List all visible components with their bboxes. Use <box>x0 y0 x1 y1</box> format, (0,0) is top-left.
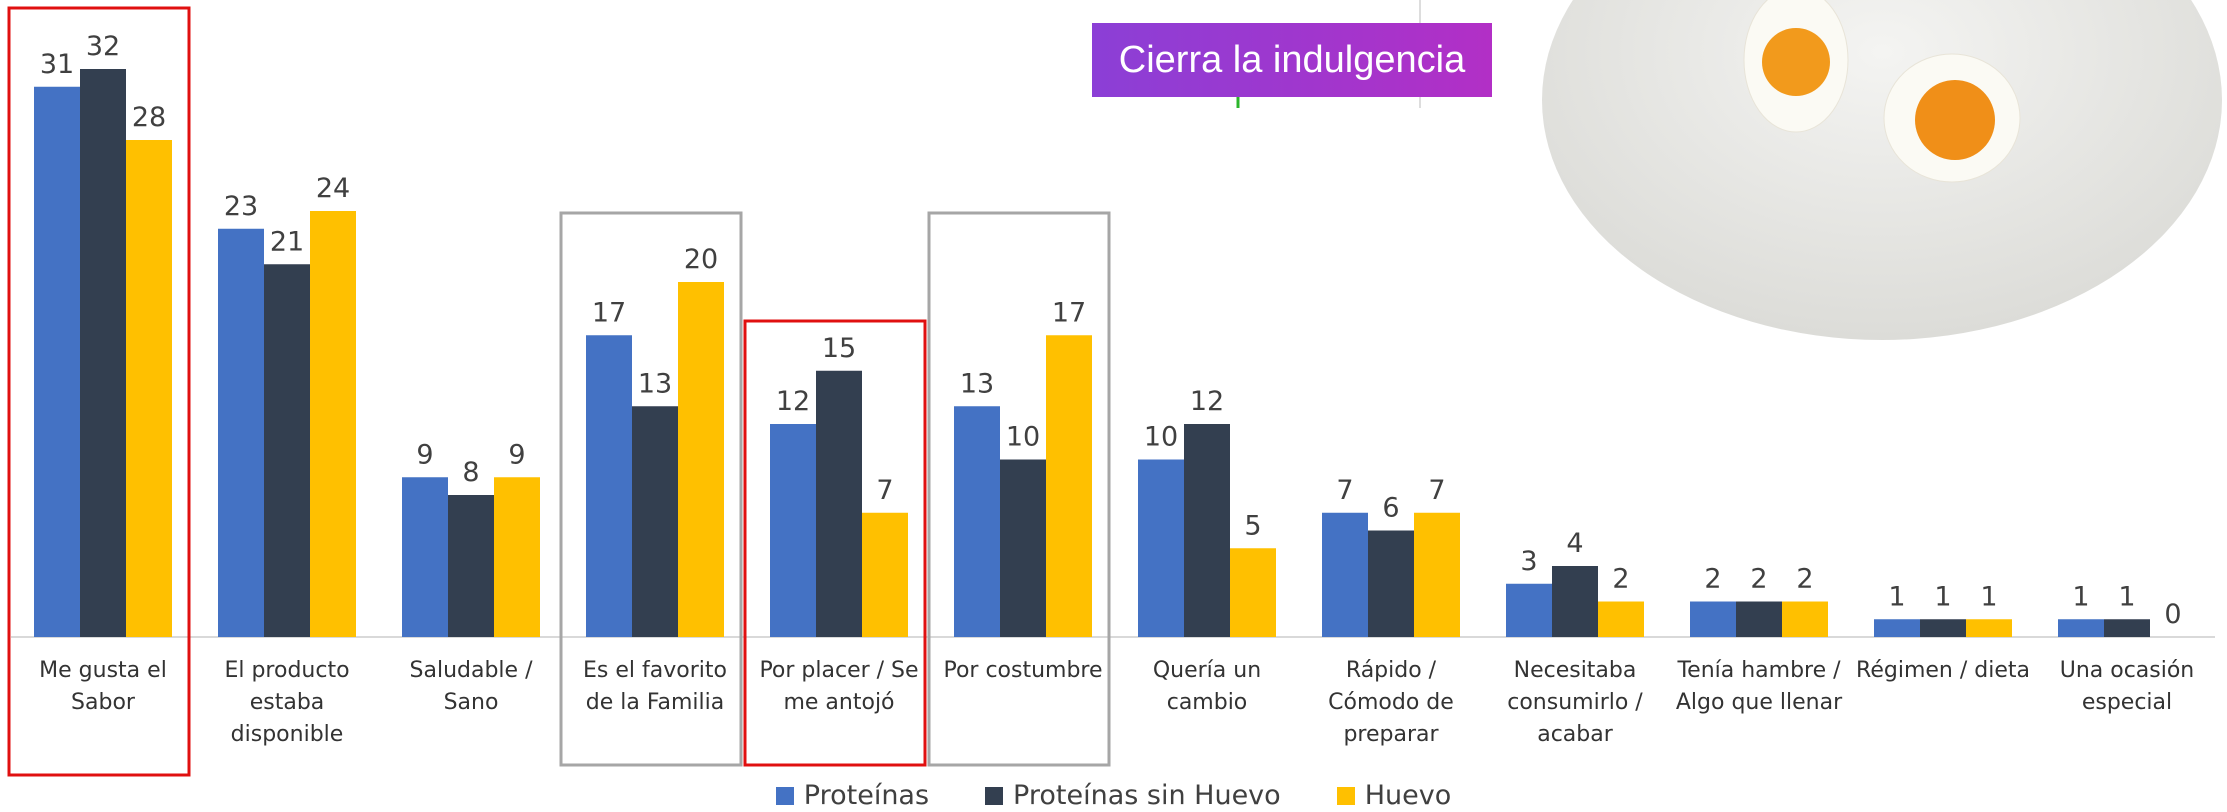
bar <box>126 140 172 637</box>
data-label: 31 <box>40 49 74 80</box>
data-label: 4 <box>1566 528 1583 559</box>
data-label: 5 <box>1244 510 1261 541</box>
data-label: 1 <box>2118 581 2135 612</box>
data-label: 1 <box>1934 581 1951 612</box>
data-label: 32 <box>86 31 120 62</box>
data-label: 7 <box>1336 475 1353 506</box>
bar <box>2058 619 2104 637</box>
bar <box>586 335 632 637</box>
bar <box>1920 619 1966 637</box>
data-label: 15 <box>822 333 856 364</box>
x-tick-label: Por costumbre <box>935 655 1111 687</box>
bar <box>1322 513 1368 637</box>
data-label: 13 <box>960 368 994 399</box>
legend-swatch <box>1337 787 1355 805</box>
bar <box>678 282 724 637</box>
legend-swatch <box>776 787 794 805</box>
bar <box>310 211 356 637</box>
data-label: 17 <box>592 297 626 328</box>
data-label: 1 <box>1888 581 1905 612</box>
bar <box>1736 602 1782 638</box>
legend-item: Proteínas <box>776 780 929 811</box>
bar <box>402 477 448 637</box>
data-label: 1 <box>1980 581 1997 612</box>
data-label: 23 <box>224 191 258 222</box>
x-tick-label: Necesitaba consumirlo / acabar <box>1487 655 1663 751</box>
data-label: 24 <box>316 173 350 204</box>
legend-label: Proteínas <box>804 780 929 811</box>
bar <box>1368 531 1414 638</box>
data-label: 20 <box>684 244 718 275</box>
bar <box>264 264 310 637</box>
data-label: 0 <box>2164 599 2181 630</box>
x-tick-label: Quería un cambio <box>1119 655 1295 719</box>
data-label: 7 <box>1428 475 1445 506</box>
bar <box>1598 602 1644 638</box>
bar <box>632 406 678 637</box>
legend-item: Huevo <box>1337 780 1452 811</box>
data-label: 12 <box>776 386 810 417</box>
x-tick-label: Régimen / dieta <box>1855 655 2031 687</box>
data-label: 9 <box>416 439 433 470</box>
data-label: 10 <box>1006 422 1040 453</box>
bar <box>1782 602 1828 638</box>
bar <box>1000 460 1046 638</box>
data-label: 3 <box>1520 546 1537 577</box>
annotation: Cierra la indulgencia <box>1092 23 1492 97</box>
bar <box>80 69 126 637</box>
bar <box>1138 460 1184 638</box>
data-label: 2 <box>1750 564 1767 595</box>
bar <box>1552 566 1598 637</box>
x-tick-label: Saludable / Sano <box>383 655 559 719</box>
legend-swatch <box>985 787 1003 805</box>
bar <box>1184 424 1230 637</box>
legend-label: Huevo <box>1365 780 1452 811</box>
bar <box>494 477 540 637</box>
legend-item: Proteínas sin Huevo <box>985 780 1281 811</box>
bar <box>1230 548 1276 637</box>
bar <box>1506 584 1552 637</box>
bar <box>862 513 908 637</box>
bar <box>1690 602 1736 638</box>
data-label: 2 <box>1796 564 1813 595</box>
data-label: 12 <box>1190 386 1224 417</box>
data-label: 1 <box>2072 581 2089 612</box>
x-tick-label: Tenía hambre / Algo que llenar <box>1671 655 1847 719</box>
bar <box>34 87 80 637</box>
bar <box>816 371 862 637</box>
bar <box>1414 513 1460 637</box>
data-label: 7 <box>876 475 893 506</box>
data-label: 2 <box>1704 564 1721 595</box>
data-label: 10 <box>1144 422 1178 453</box>
bar <box>954 406 1000 637</box>
egg-photo <box>1542 0 2222 340</box>
x-tick-label: Rápido / Cómodo de preparar <box>1303 655 1479 751</box>
data-label: 9 <box>508 439 525 470</box>
bar <box>218 229 264 637</box>
x-tick-label: El producto estaba disponible <box>199 655 375 751</box>
data-label: 2 <box>1612 564 1629 595</box>
x-tick-label: Es el favorito de la Familia <box>567 655 743 719</box>
data-label: 21 <box>270 226 304 257</box>
legend-label: Proteínas sin Huevo <box>1013 780 1281 811</box>
data-label: 6 <box>1382 493 1399 524</box>
bar <box>1874 619 1920 637</box>
bar <box>448 495 494 637</box>
x-tick-label: Por placer / Se me antojó <box>751 655 927 719</box>
bar <box>1966 619 2012 637</box>
data-label: 8 <box>462 457 479 488</box>
x-tick-label: Una ocasión especial <box>2039 655 2215 719</box>
data-label: 13 <box>638 368 672 399</box>
x-tick-label: Me gusta el Sabor <box>15 655 191 719</box>
data-label: 28 <box>132 102 166 133</box>
bar <box>2104 619 2150 637</box>
bar <box>1046 335 1092 637</box>
page: 3132282321249891713201215713101710125767… <box>0 0 2227 812</box>
legend: Proteínas Proteínas sin Huevo Huevo <box>0 780 2227 811</box>
data-label: 17 <box>1052 297 1086 328</box>
bar <box>770 424 816 637</box>
